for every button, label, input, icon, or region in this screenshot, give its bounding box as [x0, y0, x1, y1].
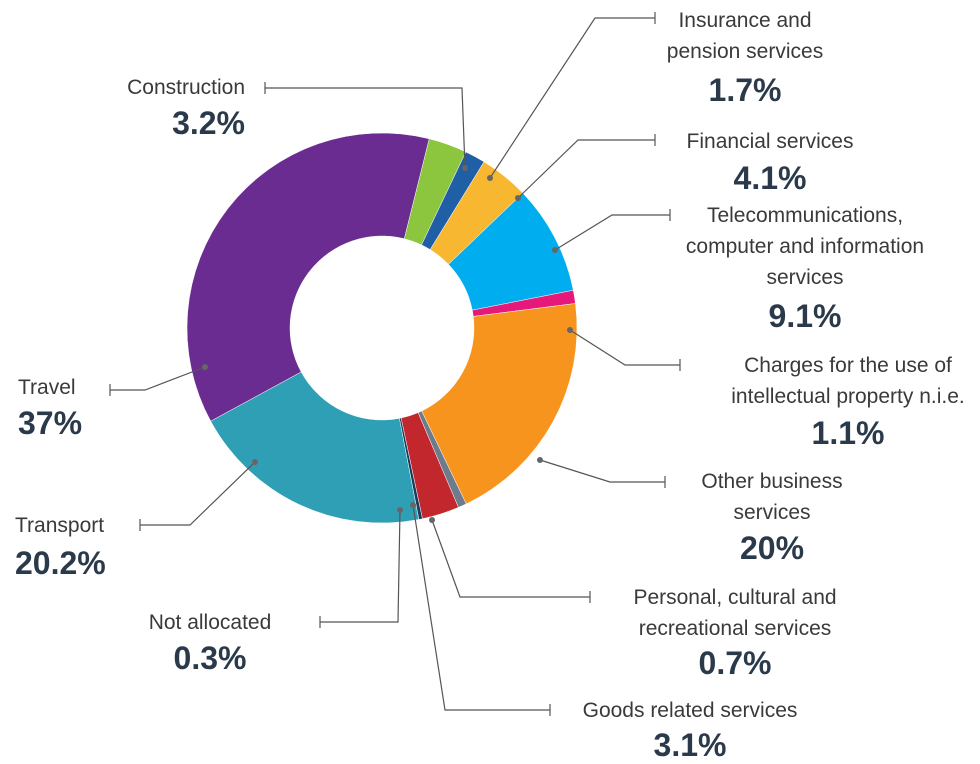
value-label: 1.7% — [708, 72, 782, 108]
leader-dot — [252, 459, 258, 465]
leader-line — [489, 17, 655, 179]
leader-dot — [462, 165, 468, 171]
category-label: Personal, cultural and recreational serv… — [633, 586, 837, 640]
category-label: Telecommunications, computer and informa… — [685, 204, 925, 289]
donut-slice — [421, 303, 578, 505]
value-label: 3.1% — [653, 727, 727, 763]
leader-line — [539, 459, 665, 483]
leader-dot — [202, 364, 208, 370]
leader-line — [140, 461, 256, 526]
value-label: 20.2% — [15, 545, 106, 581]
leader-line — [569, 329, 680, 366]
value-label: 1.1% — [811, 415, 885, 451]
value-label: 9.1% — [768, 298, 842, 334]
leader-dot — [515, 195, 521, 201]
value-label: 3.2% — [172, 105, 245, 141]
leader-line — [517, 139, 655, 199]
leader-line — [412, 504, 550, 711]
leader-dot — [487, 175, 493, 181]
value-label: 4.1% — [733, 160, 807, 196]
category-label: Charges for the use of intellectual prop… — [731, 354, 965, 408]
category-label: Insurance and pension services — [666, 9, 824, 63]
donut-slice — [186, 132, 430, 422]
leader-line — [110, 366, 206, 391]
leader-dot — [397, 507, 403, 513]
leader-dot — [410, 502, 416, 508]
category-label: Goods related services — [582, 699, 798, 722]
category-label: Construction — [127, 76, 245, 99]
leader-line — [431, 519, 590, 598]
leader-dot — [552, 247, 558, 253]
leader-line — [320, 509, 401, 623]
category-label: Not allocated — [148, 611, 272, 634]
leader-line — [554, 214, 670, 251]
value-label: 37% — [18, 405, 83, 441]
category-label: Travel — [18, 376, 76, 399]
value-label: 0.7% — [698, 645, 772, 681]
leader-line — [265, 87, 466, 169]
value-label: 20% — [739, 530, 805, 566]
donut-slice — [210, 371, 420, 524]
category-label: Transport — [15, 514, 105, 537]
category-label: Financial services — [686, 130, 854, 153]
leader-dot — [429, 517, 435, 523]
leader-dot — [567, 327, 573, 333]
value-label: 0.3% — [173, 640, 247, 676]
category-label: Other business services — [701, 470, 843, 524]
leader-dot — [537, 457, 543, 463]
